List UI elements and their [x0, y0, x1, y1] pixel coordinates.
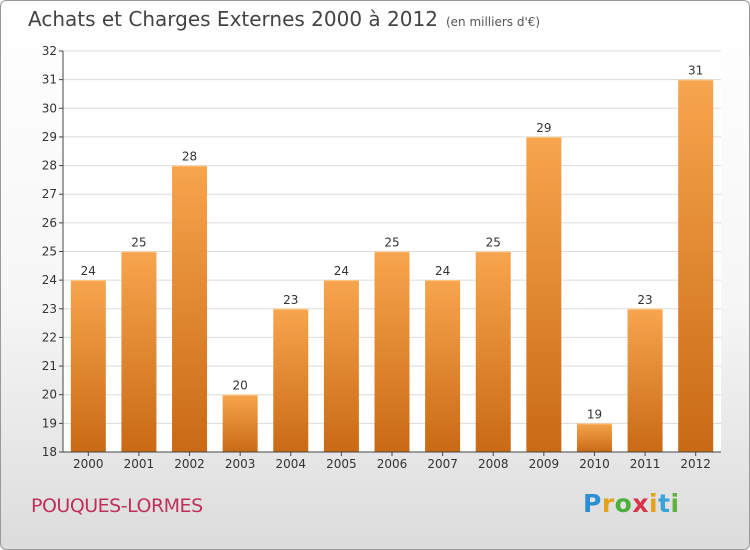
commune-name: POUQUES-LORMES [31, 495, 203, 517]
bar-2004 [273, 308, 309, 452]
logo-letter: r [601, 489, 615, 518]
y-tick-label: 22 [42, 330, 57, 344]
bar-2001 [121, 251, 157, 452]
y-tick-label: 26 [42, 216, 57, 230]
x-tick-label: 2001 [124, 457, 155, 471]
y-tick-label: 25 [42, 245, 57, 259]
x-tick-label: 2010 [579, 457, 610, 471]
data-label: 29 [536, 121, 551, 135]
bar-2006 [374, 251, 410, 452]
x-tick-label: 2008 [478, 457, 509, 471]
chart-title: Achats et Charges Externes 2000 à 2012 (e… [28, 7, 540, 31]
y-tick-label: 20 [42, 388, 57, 402]
data-label: 31 [688, 64, 703, 78]
bar-2011 [627, 308, 663, 452]
x-tick-label: 2011 [630, 457, 661, 471]
y-tick-label: 21 [42, 359, 57, 373]
x-tick-label: 2009 [529, 457, 560, 471]
bar-2005 [323, 280, 359, 452]
y-tick-label: 27 [42, 187, 57, 201]
y-tick-label: 19 [42, 416, 57, 430]
data-label: 23 [283, 293, 298, 307]
x-tick-label: 2012 [680, 457, 711, 471]
x-tick-label: 2002 [174, 457, 205, 471]
bar-2007 [425, 280, 461, 452]
logo-letter: t [658, 489, 671, 518]
logo-letter: x [632, 489, 649, 518]
bar-2010 [576, 423, 612, 452]
bar-2009 [526, 136, 562, 452]
y-tick-label: 28 [42, 159, 57, 173]
bar-2008 [475, 251, 511, 452]
x-tick-label: 2005 [326, 457, 357, 471]
y-tick-label: 30 [42, 101, 57, 115]
logo-letter: i [670, 489, 680, 518]
proxiti-logo: Proxiti [583, 489, 680, 518]
x-tick-label: 2004 [275, 457, 306, 471]
logo-letter: i [649, 489, 659, 518]
chart-title-text: Achats et Charges Externes 2000 à 2012 [28, 7, 438, 31]
data-label: 24 [435, 264, 450, 278]
bar-2003 [222, 394, 258, 452]
bar-2002 [172, 165, 208, 453]
x-tick-label: 2000 [73, 457, 104, 471]
y-tick-label: 24 [42, 273, 57, 287]
logo-letter: o [614, 489, 633, 518]
y-tick-label: 32 [42, 44, 57, 58]
data-label: 28 [182, 150, 197, 164]
data-label: 24 [81, 264, 96, 278]
y-tick-label: 23 [42, 302, 57, 316]
chart-subtitle: (en milliers d'€) [445, 15, 541, 29]
x-tick-label: 2007 [427, 457, 458, 471]
bar-2000 [70, 280, 106, 452]
y-tick-label: 18 [42, 445, 57, 459]
y-tick-label: 31 [42, 73, 57, 87]
data-label: 25 [486, 236, 501, 250]
data-label: 23 [637, 293, 652, 307]
x-tick-label: 2003 [225, 457, 256, 471]
data-label: 24 [334, 264, 349, 278]
y-tick-label: 29 [42, 130, 57, 144]
x-tick-label: 2006 [377, 457, 408, 471]
logo-letter: P [583, 489, 602, 518]
data-label: 25 [131, 236, 146, 250]
data-label: 25 [384, 236, 399, 250]
data-label: 20 [233, 379, 248, 393]
bar-2012 [678, 79, 714, 453]
data-label: 19 [587, 407, 602, 421]
